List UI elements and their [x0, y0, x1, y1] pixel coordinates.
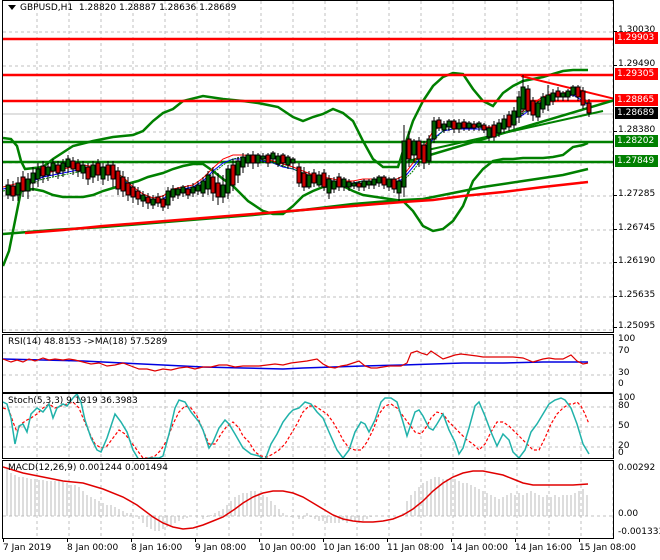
time-axis-label: 9 Jan 08:00 [195, 543, 247, 553]
price-axis-label: 1.28380 [618, 125, 656, 135]
time-axis-label: 14 Jan 16:00 [515, 543, 572, 553]
price-axis-label: 1.25635 [618, 290, 656, 300]
ohlc-values: 1.28820 1.28887 1.28636 1.28689 [78, 3, 237, 13]
long-ma-red [24, 180, 589, 235]
rsi-axis-label: 100 [618, 334, 636, 344]
time-axis-label: 15 Jan 08:00 [579, 543, 636, 553]
rsi-svg [3, 335, 613, 392]
macd-axis-label: 0.00 [618, 509, 639, 519]
price-axis-label: 1.25095 [618, 321, 656, 331]
price-tick [614, 195, 617, 196]
time-tick [323, 538, 324, 542]
price-tick [614, 262, 617, 263]
time-axis-label: 10 Jan 16:00 [323, 543, 380, 553]
time-axis-label: 7 Jan 2019 [3, 543, 52, 553]
time-tick [195, 538, 196, 542]
stoch-axis-label: 80 [618, 401, 630, 411]
price-tick [614, 31, 617, 32]
main-price-pane[interactable]: GBPUSD,H1 1.28820 1.28887 1.28636 1.2868… [2, 0, 614, 333]
bollinger-lower [3, 141, 589, 267]
time-tick [259, 538, 260, 542]
stoch-signal-line [3, 401, 590, 458]
ma-red [3, 90, 589, 199]
macd-axis-label: -0.001333 [618, 527, 660, 537]
price-axis-label: 1.30030 [618, 25, 656, 35]
time-axis-label: 10 Jan 00:00 [259, 543, 316, 553]
price-axis-label: 1.27285 [618, 189, 656, 199]
symbol-label: GBPUSD,H1 [20, 3, 74, 13]
candlesticks [5, 75, 592, 211]
macd-svg [3, 461, 613, 538]
rsi-axis-label: 30 [618, 368, 630, 378]
rsi-line [3, 350, 589, 372]
rsi-title: RSI(14) 48.8153 ->MA(18) 57.5289 [8, 337, 168, 347]
macd-title: MACD(12,26,9) 0.001244 0.001494 [8, 463, 168, 473]
time-tick [579, 538, 580, 542]
price-tick [614, 131, 617, 132]
price-axis-label: 1.26190 [618, 256, 656, 266]
price-axis-label: 1.29490 [618, 59, 656, 69]
stoch-axis-label: 50 [618, 421, 630, 431]
time-tick [3, 538, 4, 542]
price-tag-support-2: 1.27849 [615, 155, 658, 167]
price-tag-resistance-2: 1.29305 [615, 68, 658, 80]
time-axis-label: 11 Jan 08:00 [387, 543, 444, 553]
stoch-axis-label: 0 [618, 448, 624, 458]
time-tick [451, 538, 452, 542]
rsi-ma-line [3, 358, 588, 370]
macd-histogram [6, 469, 588, 531]
bollinger-upper [3, 68, 588, 171]
price-chart-svg [3, 1, 613, 332]
macd-axis-label: 0.00292 [618, 463, 656, 473]
stoch-main-line [3, 394, 590, 458]
candle-group-1 [5, 75, 592, 211]
price-tick [614, 327, 617, 328]
slow-ma-green [3, 167, 589, 236]
stoch-svg [3, 394, 613, 458]
stoch-axis-label: 100 [618, 393, 636, 403]
time-axis-label: 14 Jan 00:00 [451, 543, 508, 553]
price-tag-last: 1.28689 [615, 107, 658, 119]
rsi-axis-label: 0 [618, 379, 624, 389]
time-axis-label: 8 Jan 00:00 [67, 543, 119, 553]
price-tick [614, 229, 617, 230]
price-tick [614, 65, 617, 66]
time-tick [67, 538, 68, 542]
price-grid [3, 1, 613, 332]
ma-green-dotted [3, 92, 589, 205]
time-tick [387, 538, 388, 542]
price-tag-resistance-3: 1.28865 [615, 94, 658, 106]
rsi-axis-label: 70 [618, 346, 630, 356]
stoch-title: Stoch(5,3,3) 9.1919 36.3983 [8, 396, 138, 406]
descending-trendline [520, 75, 613, 100]
rsi-pane[interactable]: RSI(14) 48.8153 ->MA(18) 57.5289 [2, 334, 614, 393]
time-axis-label: 8 Jan 16:00 [131, 543, 183, 553]
triangle-down-icon[interactable] [8, 5, 16, 10]
price-tag-support-1: 1.28202 [615, 135, 658, 147]
time-tick [515, 538, 516, 542]
stoch-pane[interactable]: Stoch(5,3,3) 9.1919 36.3983 [2, 393, 614, 459]
stoch-axis-label: 20 [618, 441, 630, 451]
price-tag-resistance-1: 1.29903 [615, 32, 658, 44]
ascending-channel-line [422, 110, 604, 152]
time-tick [131, 538, 132, 542]
price-axis-label: 1.26745 [618, 223, 656, 233]
macd-signal-line [3, 466, 589, 530]
price-tick [614, 296, 617, 297]
macd-pane[interactable]: MACD(12,26,9) 0.001244 0.001494 [2, 460, 614, 539]
chart-header[interactable]: GBPUSD,H1 1.28820 1.28887 1.28636 1.2868… [8, 3, 236, 13]
